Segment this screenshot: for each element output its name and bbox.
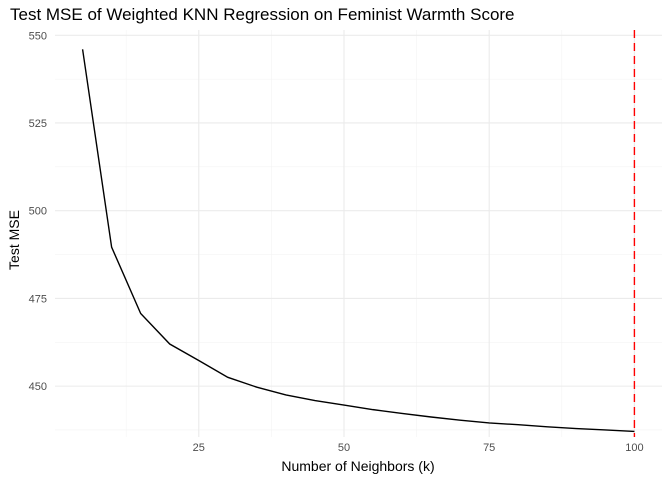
x-axis-title: Number of Neighbors (k) bbox=[281, 458, 434, 474]
x-tick-label: 50 bbox=[338, 442, 350, 454]
y-tick-label: 500 bbox=[29, 206, 47, 218]
x-tick-label: 100 bbox=[625, 442, 643, 454]
x-tick-label: 25 bbox=[193, 442, 205, 454]
y-axis-ticks: 450 475 500 525 550 bbox=[29, 30, 47, 393]
y-tick-label: 450 bbox=[29, 381, 47, 393]
x-tick-label: 75 bbox=[483, 442, 495, 454]
grid bbox=[55, 30, 662, 437]
y-tick-label: 475 bbox=[29, 293, 47, 305]
y-tick-label: 525 bbox=[29, 118, 47, 130]
y-axis-title: Test MSE bbox=[6, 210, 22, 270]
chart-title: Test MSE of Weighted KNN Regression on F… bbox=[10, 5, 515, 24]
y-tick-label: 550 bbox=[29, 30, 47, 42]
x-axis-ticks: 25 50 75 100 bbox=[193, 442, 644, 454]
series-line bbox=[81, 49, 635, 433]
